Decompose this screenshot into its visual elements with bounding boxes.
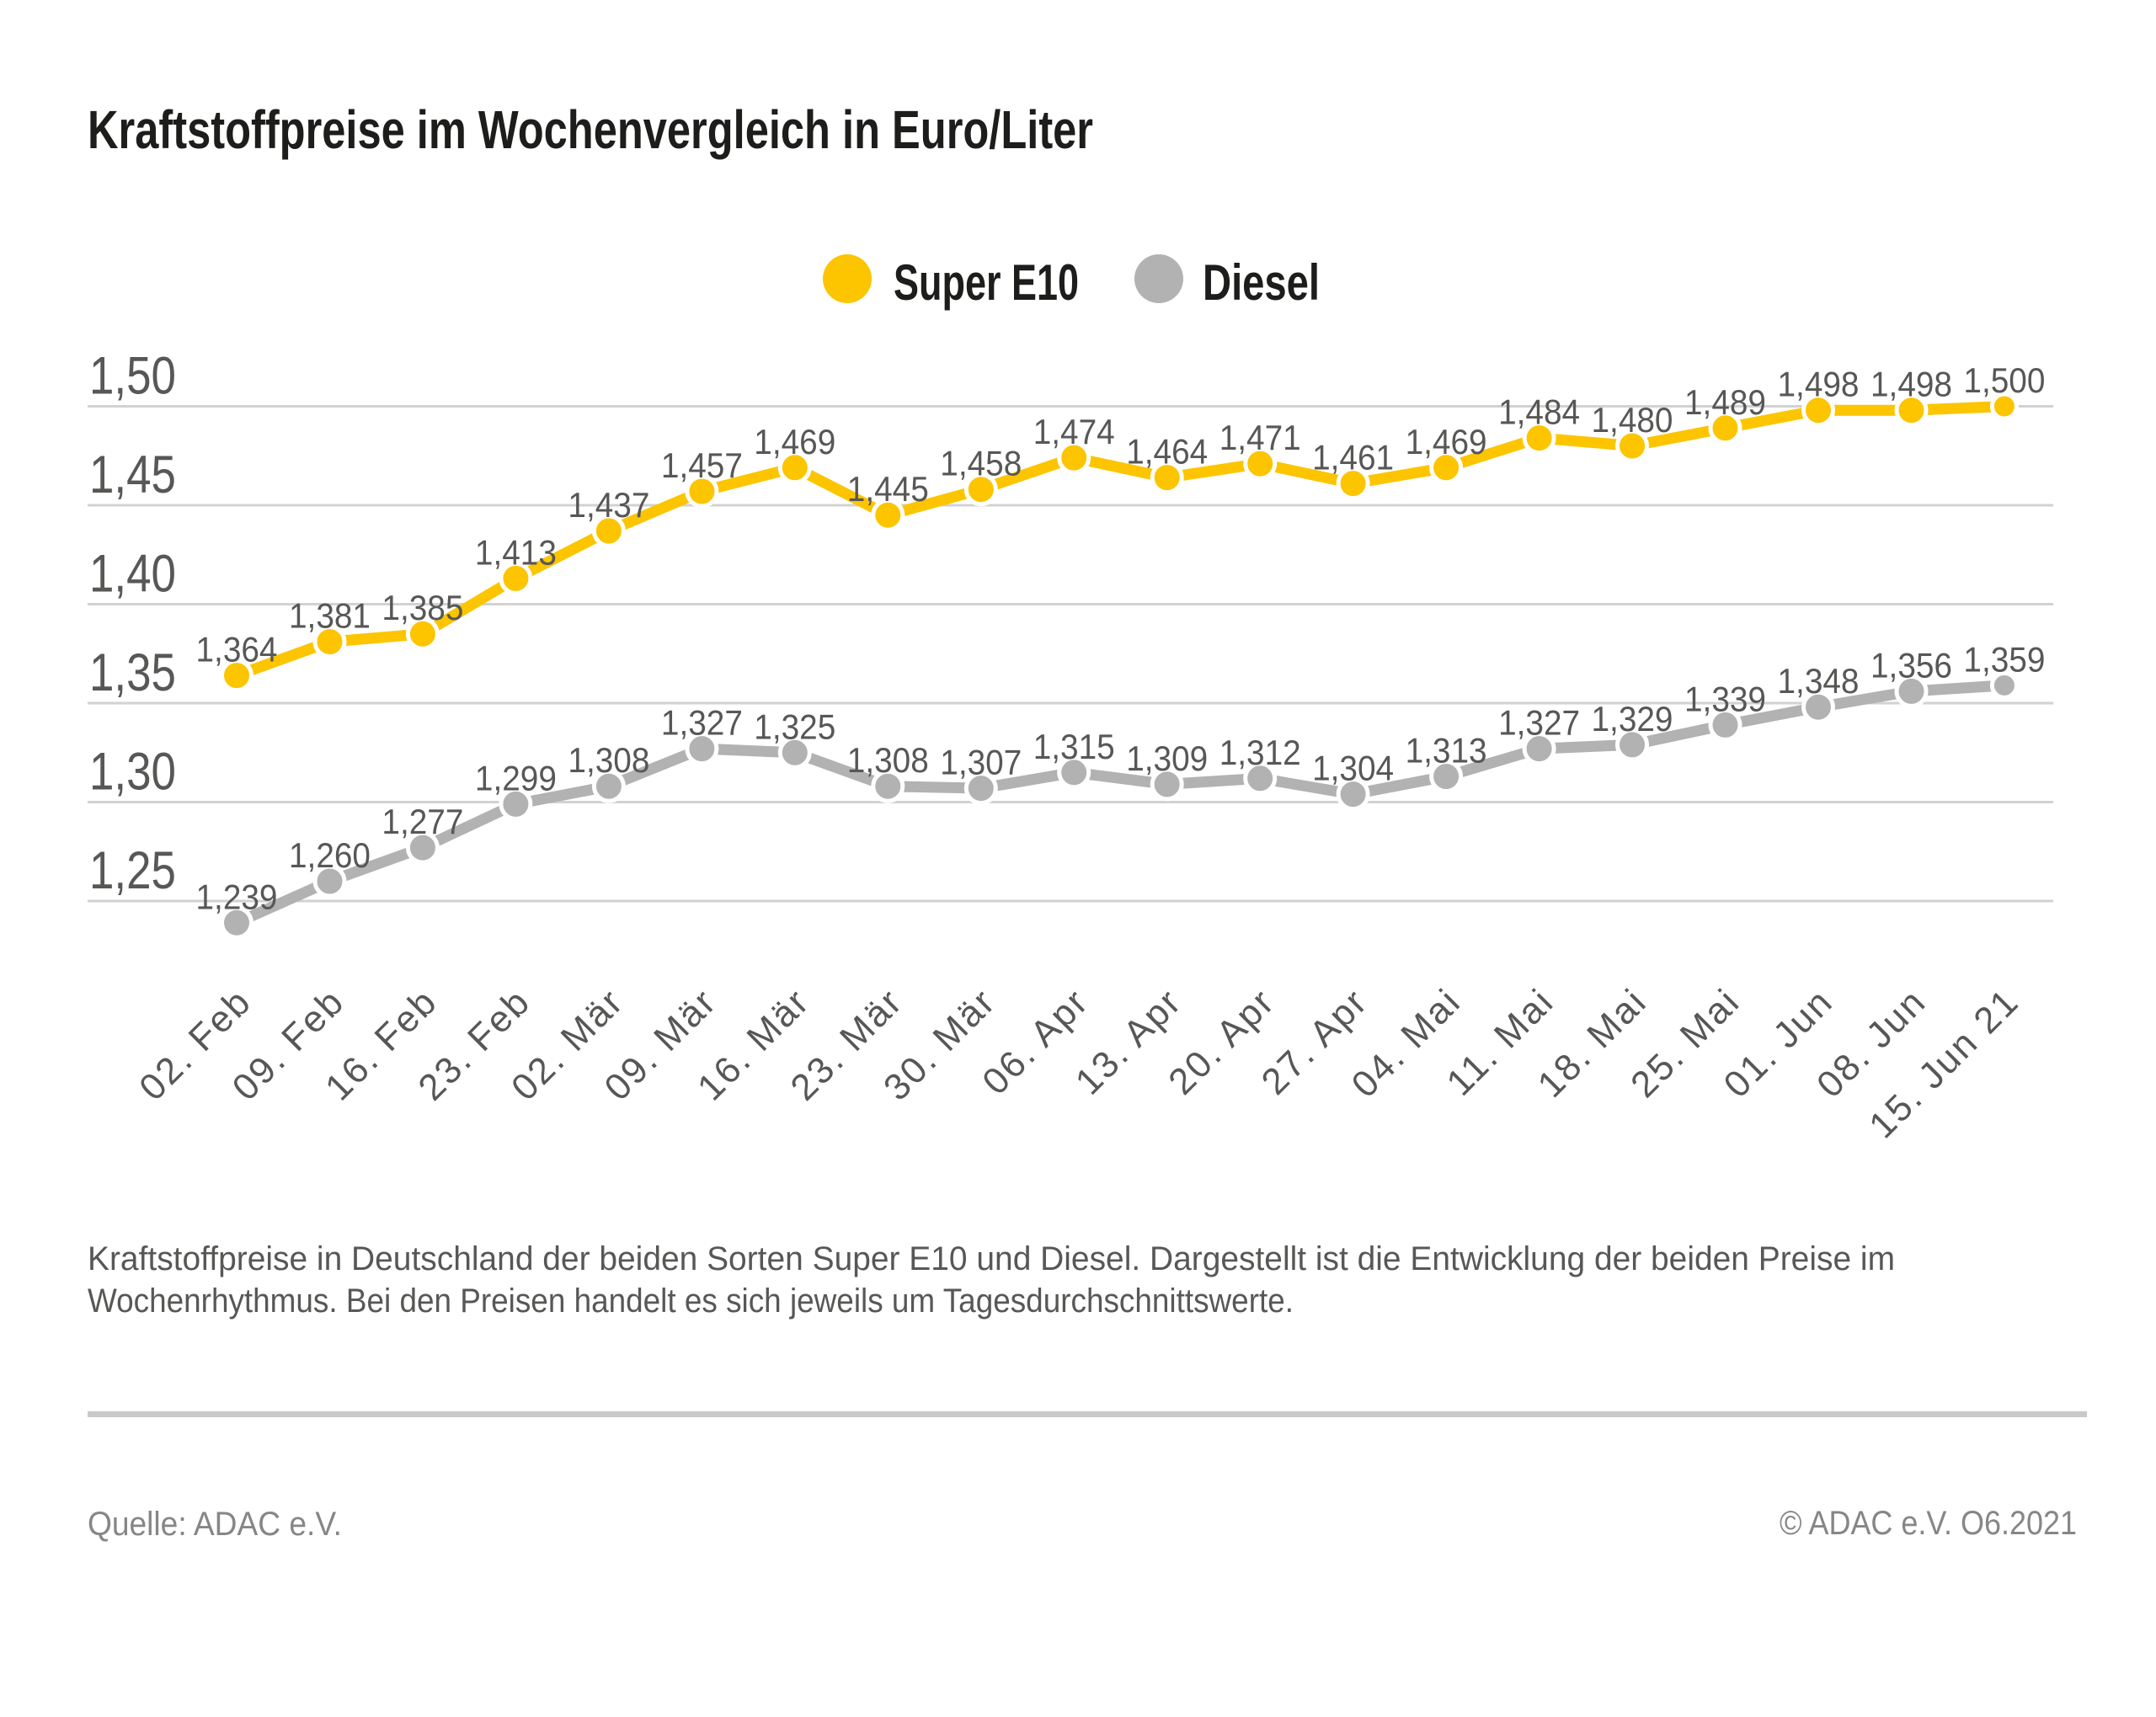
- svg-text:1,469: 1,469: [754, 422, 835, 461]
- svg-text:1,385: 1,385: [382, 588, 463, 627]
- svg-text:1,50: 1,50: [89, 347, 176, 406]
- svg-text:1,35: 1,35: [89, 643, 176, 702]
- svg-text:1,239: 1,239: [196, 877, 278, 916]
- svg-text:1,25: 1,25: [89, 841, 176, 900]
- svg-text:1,315: 1,315: [1033, 727, 1115, 766]
- svg-text:1,325: 1,325: [754, 707, 835, 746]
- svg-text:1,498: 1,498: [1870, 365, 1952, 404]
- svg-text:1,480: 1,480: [1592, 400, 1673, 440]
- svg-text:1,457: 1,457: [661, 445, 743, 485]
- svg-text:1,474: 1,474: [1033, 412, 1115, 451]
- svg-text:1,304: 1,304: [1312, 749, 1394, 788]
- svg-text:1,327: 1,327: [1498, 703, 1580, 743]
- svg-text:1,359: 1,359: [1963, 639, 2045, 679]
- svg-text:1,489: 1,489: [1684, 382, 1766, 422]
- svg-text:Quelle: ADAC e.V.: Quelle: ADAC e.V.: [88, 1506, 342, 1543]
- svg-text:1,461: 1,461: [1312, 438, 1394, 477]
- svg-text:1,381: 1,381: [289, 596, 371, 636]
- svg-text:1,464: 1,464: [1126, 432, 1208, 472]
- svg-text:1,500: 1,500: [1963, 360, 2045, 400]
- svg-text:1,260: 1,260: [289, 835, 371, 875]
- svg-text:Kraftstoffpreise in Deutschlan: Kraftstoffpreise in Deutschland der beid…: [88, 1240, 1895, 1277]
- svg-text:1,498: 1,498: [1778, 365, 1860, 404]
- svg-text:1,30: 1,30: [89, 743, 176, 802]
- svg-text:Super E10: Super E10: [894, 254, 1079, 311]
- svg-text:1,339: 1,339: [1684, 679, 1766, 718]
- svg-text:1,329: 1,329: [1592, 699, 1673, 739]
- svg-text:Wochenrhythmus. Bei den Preise: Wochenrhythmus. Bei den Preisen handelt …: [88, 1282, 1294, 1320]
- svg-text:1,307: 1,307: [940, 743, 1022, 782]
- svg-text:1,458: 1,458: [940, 444, 1022, 483]
- svg-text:1,277: 1,277: [382, 802, 463, 841]
- svg-text:1,484: 1,484: [1498, 392, 1580, 432]
- svg-text:1,445: 1,445: [847, 469, 929, 509]
- svg-text:1,437: 1,437: [568, 485, 649, 525]
- svg-text:1,40: 1,40: [89, 545, 176, 604]
- svg-text:© ADAC e.V. O6.2021: © ADAC e.V. O6.2021: [1780, 1505, 2077, 1542]
- svg-text:1,313: 1,313: [1406, 731, 1487, 771]
- svg-text:1,471: 1,471: [1219, 418, 1301, 457]
- svg-text:1,308: 1,308: [568, 740, 649, 780]
- svg-text:1,348: 1,348: [1778, 661, 1860, 701]
- svg-text:1,469: 1,469: [1406, 422, 1487, 461]
- svg-text:1,309: 1,309: [1126, 739, 1208, 778]
- svg-text:1,299: 1,299: [475, 758, 557, 797]
- svg-text:Diesel: Diesel: [1203, 254, 1320, 311]
- svg-text:1,45: 1,45: [89, 445, 176, 504]
- svg-text:1,413: 1,413: [475, 532, 557, 572]
- svg-text:1,308: 1,308: [847, 740, 929, 780]
- svg-text:1,356: 1,356: [1870, 645, 1952, 685]
- svg-text:1,364: 1,364: [196, 630, 278, 669]
- svg-text:Kraftstoffpreise im Wochenverg: Kraftstoffpreise im Wochenvergleich in E…: [88, 99, 1093, 160]
- svg-text:1,327: 1,327: [661, 703, 743, 743]
- svg-text:1,312: 1,312: [1219, 733, 1301, 772]
